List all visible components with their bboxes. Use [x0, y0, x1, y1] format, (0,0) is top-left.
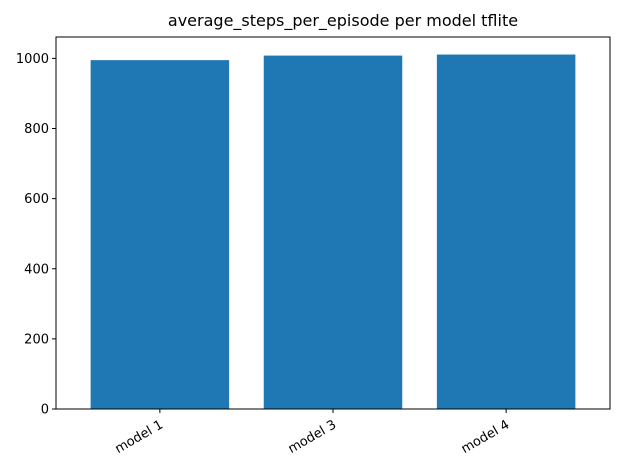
x-tick-label: model 4	[459, 417, 512, 456]
bar-model-4	[436, 54, 576, 409]
x-axis: model 1 model 3 model 4	[113, 409, 512, 457]
bars-layer	[90, 54, 576, 410]
y-axis: 0 200 400 600 800 1000	[16, 52, 56, 418]
y-tick-label: 0	[41, 403, 49, 418]
bar-model-3	[263, 55, 403, 410]
plot-frame	[55, 36, 611, 410]
y-tick-label: 1000	[16, 52, 49, 67]
y-tick-label: 200	[24, 332, 49, 347]
bar-model-1	[90, 60, 230, 409]
x-tick-label: model 1	[113, 417, 166, 456]
y-tick-label: 400	[24, 262, 49, 277]
y-tick-label: 600	[24, 192, 49, 207]
y-tick-label: 800	[24, 122, 49, 137]
chart-title: average_steps_per_episode per model tfli…	[168, 11, 518, 31]
x-tick-label: model 3	[286, 417, 339, 456]
